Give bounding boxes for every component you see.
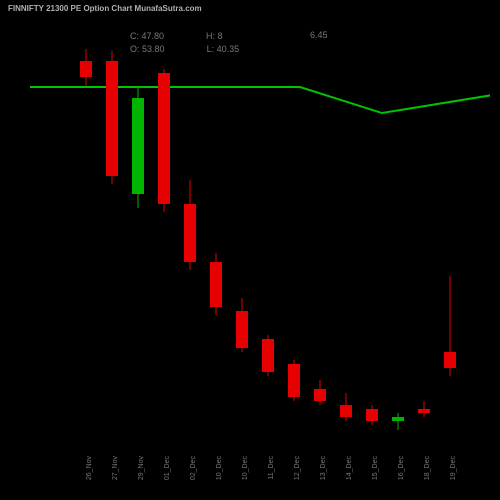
x-tick-label: 27_Nov <box>112 456 119 496</box>
candle <box>418 20 430 450</box>
candle <box>314 20 326 450</box>
x-tick-label: 19_Dec <box>450 456 457 496</box>
candle-body <box>184 204 196 261</box>
candle-body <box>340 405 352 417</box>
candle-body <box>262 339 274 372</box>
candle-body <box>106 61 118 176</box>
candle <box>236 20 248 450</box>
close-value: 47.80 <box>142 31 165 41</box>
x-tick-label: 11_Dec <box>268 456 275 496</box>
x-tick-label: 02_Dec <box>190 456 197 496</box>
x-tick-label: 01_Dec <box>164 456 171 496</box>
ohlc-readout: C: 47.80 H: 8 O: 53.80 L: 40.35 <box>130 30 239 56</box>
candle <box>340 20 352 450</box>
candle-body <box>210 262 222 307</box>
x-tick-label: 18_Dec <box>424 456 431 496</box>
candle <box>262 20 274 450</box>
x-tick-label: 14_Dec <box>346 456 353 496</box>
x-axis: 26_Nov 27_Nov 29_Nov 01_Dec 02_Dec 10_Dec 10_D… <box>30 452 490 500</box>
low-value: 40.35 <box>217 44 240 54</box>
candle-body <box>366 409 378 421</box>
chart-title: FINNIFTY 21300 PE Option Chart MunafaSut… <box>8 4 202 13</box>
low-label: L: <box>207 44 215 54</box>
candle <box>210 20 222 450</box>
candle-body <box>132 98 144 194</box>
high-value: 8 <box>218 31 223 41</box>
candle-body <box>158 73 170 204</box>
high-label: H: <box>206 31 215 41</box>
x-tick-label: 10_Dec <box>216 456 223 496</box>
x-tick-label: 29_Nov <box>138 456 145 496</box>
x-tick-label: 26_Nov <box>86 456 93 496</box>
candle <box>288 20 300 450</box>
candle <box>392 20 404 450</box>
candle <box>106 20 118 450</box>
x-tick-label: 13_Dec <box>320 456 327 496</box>
x-tick-label: 15_Dec <box>372 456 379 496</box>
x-tick-label: 16_Dec <box>398 456 405 496</box>
candle <box>366 20 378 450</box>
candle <box>158 20 170 450</box>
candle-body <box>392 417 404 421</box>
candle-body <box>80 61 92 77</box>
x-tick-label: 10_Dec <box>242 456 249 496</box>
close-label: C: <box>130 31 139 41</box>
candle-body <box>418 409 430 413</box>
candle-body <box>444 352 456 368</box>
candle <box>132 20 144 450</box>
candle-body <box>288 364 300 397</box>
plot-area <box>30 20 490 450</box>
candle-wick <box>398 413 399 429</box>
candle <box>80 20 92 450</box>
candle <box>444 20 456 450</box>
x-tick-label: 12_Dec <box>294 456 301 496</box>
candle-body <box>314 389 326 401</box>
candle <box>184 20 196 450</box>
open-label: O: <box>130 44 140 54</box>
candle-body <box>236 311 248 348</box>
open-value: 53.80 <box>142 44 165 54</box>
candlestick-chart: FINNIFTY 21300 PE Option Chart MunafaSut… <box>0 0 500 500</box>
